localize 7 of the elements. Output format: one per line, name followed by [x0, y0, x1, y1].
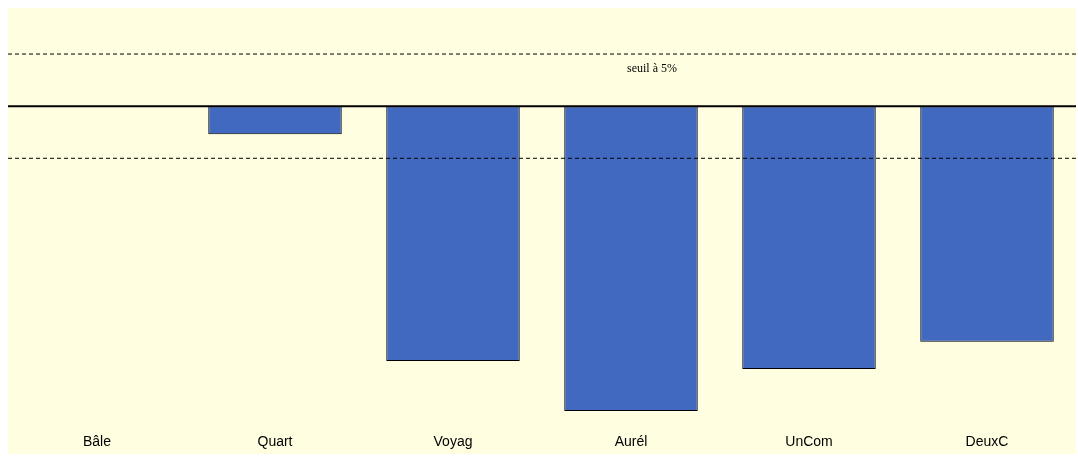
x-tick-label: UnCom	[785, 433, 833, 450]
x-tick-label: Voyag	[433, 433, 473, 450]
ref-line-label: seuil à 5%	[627, 61, 677, 76]
x-tick-label: Aurél	[614, 433, 648, 450]
x-tick-label: Quart	[257, 433, 293, 450]
x-tick-label: DeuxC	[965, 433, 1009, 450]
x-tick-label: Bâle	[82, 433, 112, 450]
